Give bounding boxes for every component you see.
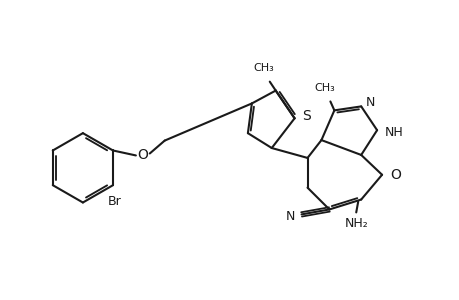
Text: O: O [389, 168, 400, 182]
Text: CH₃: CH₃ [313, 82, 334, 92]
Text: Br: Br [108, 195, 122, 208]
Text: N: N [365, 96, 375, 109]
Text: S: S [302, 109, 311, 123]
Text: NH: NH [384, 126, 403, 139]
Text: NH₂: NH₂ [344, 218, 367, 230]
Text: O: O [137, 148, 148, 162]
Text: N: N [285, 210, 295, 223]
Text: CH₃: CH₃ [253, 63, 274, 73]
